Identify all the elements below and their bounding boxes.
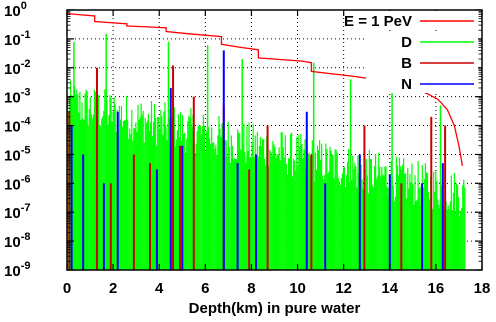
x-tick-label: 10 — [289, 280, 306, 297]
y-tick-label: 10-9 — [4, 260, 30, 280]
y-tick-label-exponent: -5 — [21, 144, 31, 156]
y-tick-label-base: 10 — [4, 119, 21, 136]
y-tick-label-exponent: -7 — [21, 202, 31, 214]
x-tick-label: 16 — [428, 280, 445, 297]
y-tick-label: 10-1 — [4, 29, 30, 49]
y-tick-label-base: 10 — [4, 3, 21, 20]
plot-border — [66, 9, 483, 271]
x-tick-label: 0 — [63, 280, 71, 297]
y-tick-label-base: 10 — [4, 176, 21, 193]
y-tick-label-base: 10 — [4, 234, 21, 251]
y-tick-label-exponent: 0 — [21, 0, 27, 12]
y-tick-label: 10-4 — [4, 116, 31, 136]
y-tick-label-exponent: -9 — [21, 260, 31, 272]
y-tick-label-exponent: -6 — [21, 173, 31, 185]
legend-label: N — [401, 76, 412, 93]
y-tick-label-exponent: -4 — [21, 116, 32, 128]
y-tick-label-base: 10 — [4, 90, 21, 107]
legend-label: D — [401, 34, 412, 51]
y-tick-label-base: 10 — [4, 61, 21, 78]
x-tick-label: 12 — [335, 280, 352, 297]
legend-label: E = 1 PeV — [344, 13, 412, 30]
y-tick-label: 10-7 — [4, 202, 30, 222]
x-tick-label: 14 — [381, 280, 398, 297]
series-N — [70, 50, 444, 270]
y-tick-label: 10-8 — [4, 231, 30, 251]
y-tick-label-base: 10 — [4, 147, 21, 164]
y-tick-label: 10-3 — [4, 87, 30, 107]
x-axis: 0 2 4 6 8 10 12 14 16 18 — [63, 10, 491, 297]
series-layer — [66, 12, 466, 270]
series-D — [66, 33, 466, 270]
x-tick-label: 2 — [109, 280, 117, 297]
y-tick-label-exponent: -1 — [21, 29, 31, 41]
legend: E = 1 PeV DBN — [344, 11, 478, 93]
legend-label: B — [401, 55, 412, 72]
x-tick-label: 8 — [247, 280, 255, 297]
y-tick-label-base: 10 — [4, 263, 21, 280]
series-E-line — [66, 12, 464, 167]
y-tick-label: 10-5 — [4, 144, 30, 164]
y-tick-label-base: 10 — [4, 205, 21, 222]
x-tick-label: 18 — [474, 280, 491, 297]
y-tick-label: 10-2 — [4, 58, 30, 78]
x-axis-label: Depth(km) in pure water — [189, 300, 361, 317]
y-tick-label-exponent: -3 — [21, 87, 31, 99]
series-B — [68, 65, 447, 270]
y-tick-label-exponent: -8 — [21, 231, 31, 243]
y-tick-label-base: 10 — [4, 32, 21, 49]
x-tick-label: 4 — [155, 280, 164, 297]
y-tick-label: 100 — [4, 0, 27, 20]
y-tick-label-exponent: -2 — [21, 58, 31, 70]
plot-frame — [66, 9, 483, 271]
y-tick-label: 10-6 — [4, 173, 30, 193]
x-tick-label: 6 — [201, 280, 209, 297]
